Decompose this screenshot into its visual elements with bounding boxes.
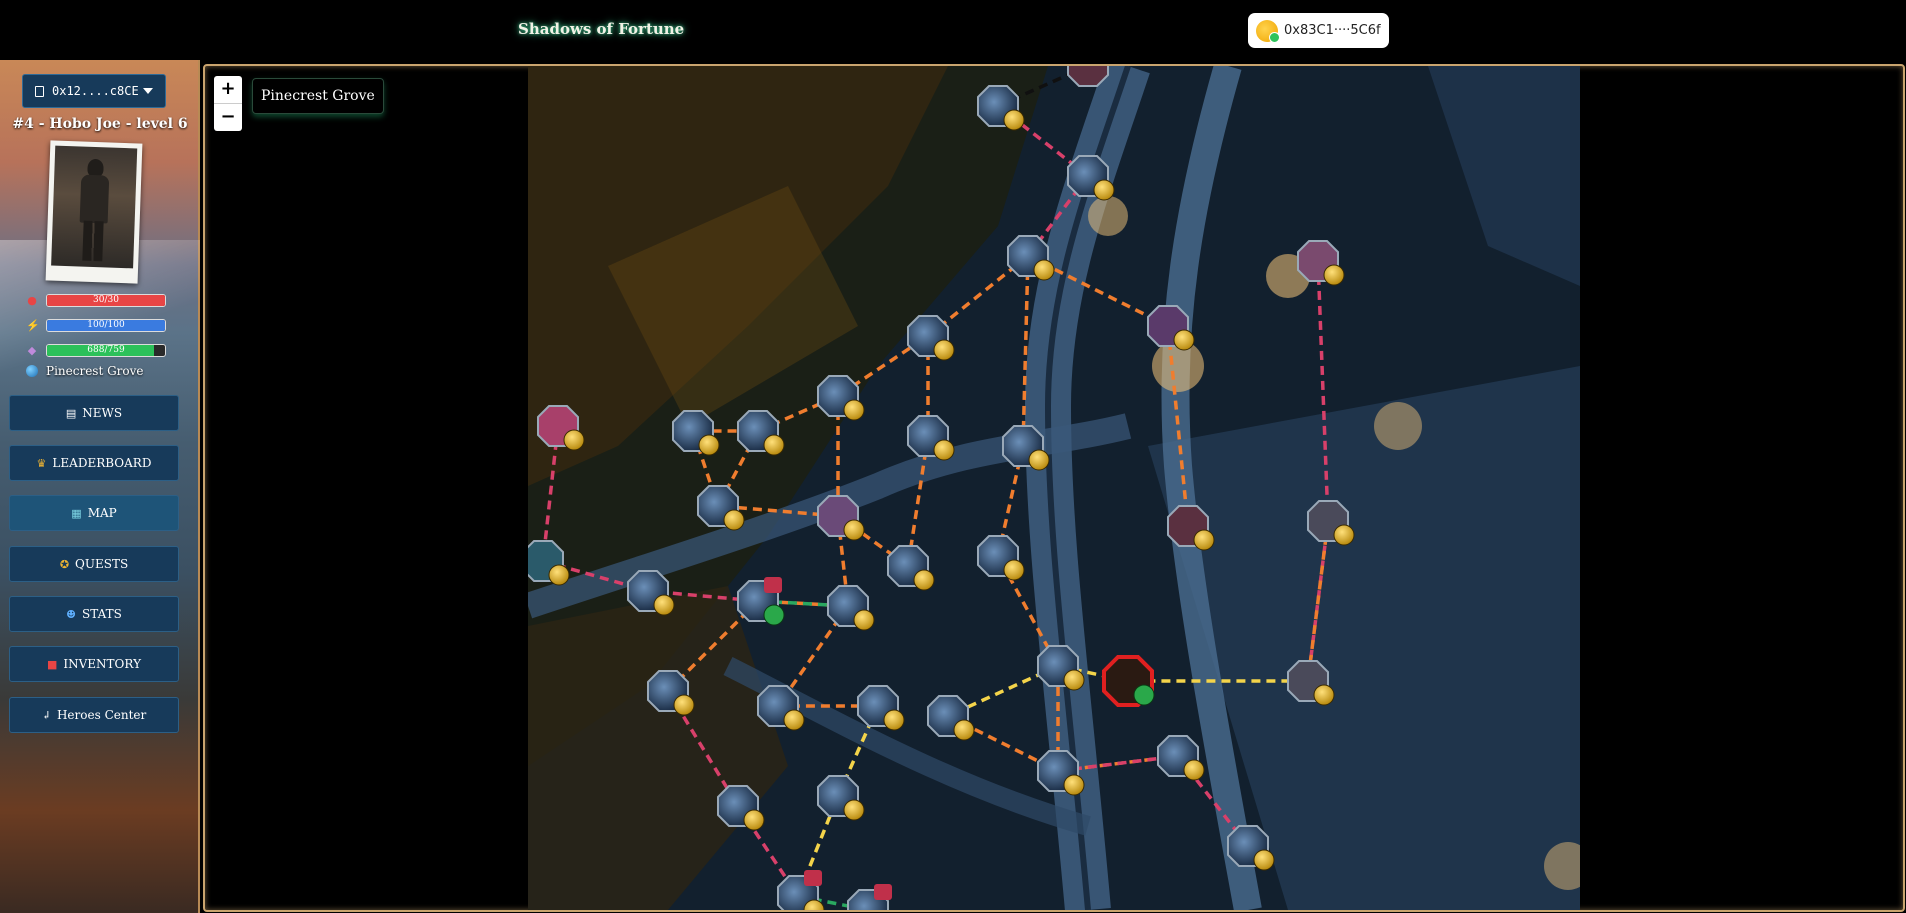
current-location-marker xyxy=(1102,655,1155,707)
zoom-out-button[interactable]: − xyxy=(214,103,242,131)
wallet-coin-icon xyxy=(1256,19,1280,43)
nav-heroes-center-button[interactable]: ↲ Heroes Center xyxy=(9,697,179,733)
newspaper-icon: ▤ xyxy=(65,406,77,420)
backpack-icon: ■ xyxy=(46,657,58,671)
medal-icon: ✪ xyxy=(59,557,70,571)
zoom-control: + − xyxy=(214,76,242,131)
nav-stats-button[interactable]: ☻ STATS xyxy=(9,596,179,632)
map-art xyxy=(528,66,1580,910)
blood-drop-icon: ● xyxy=(27,293,37,307)
nav-news-label: NEWS xyxy=(82,406,123,420)
nav-quests-button[interactable]: ✪ QUESTS xyxy=(9,546,179,582)
account-dropdown[interactable]: 0x12....c8CE xyxy=(22,74,166,108)
map-icon: ▦ xyxy=(71,506,82,520)
chevron-down-icon xyxy=(143,88,153,94)
health-text: 30/30 xyxy=(93,294,119,305)
xp-icon: ◆ xyxy=(27,343,37,357)
energy-row: ⚡ 100/100 xyxy=(26,318,166,332)
nav-map-button[interactable]: ▦ MAP xyxy=(9,495,179,531)
top-bar: Shadows of Fortune 0x83C1····5C6f xyxy=(0,0,1906,60)
hero-portrait[interactable] xyxy=(45,140,143,284)
account-address: 0x12....c8CE xyxy=(52,84,139,98)
map-nodes xyxy=(528,66,1355,910)
person-icon: ☻ xyxy=(66,607,77,621)
globe-icon xyxy=(26,365,38,377)
nav-news-button[interactable]: ▤ NEWS xyxy=(9,395,179,431)
return-arrow-icon: ↲ xyxy=(41,708,51,722)
copy-icon[interactable] xyxy=(35,85,44,97)
nav-map-label: MAP xyxy=(87,506,117,520)
location-name: Pinecrest Grove xyxy=(46,364,144,378)
nav-leaderboard-button[interactable]: ♛ LEADERBOARD xyxy=(9,445,179,481)
health-row: ● 30/30 xyxy=(26,293,166,307)
energy-bar: 100/100 xyxy=(46,318,166,332)
hero-title: #4 - Hobo Joe - level 6 xyxy=(12,116,188,132)
experience-text: 688/759 xyxy=(87,344,125,355)
hero-image xyxy=(51,145,138,269)
location: Pinecrest Grove xyxy=(26,364,144,378)
map-area-label: Pinecrest Grove xyxy=(252,78,384,114)
map-canvas[interactable] xyxy=(528,66,1580,910)
nav-inventory-button[interactable]: ■ INVENTORY xyxy=(9,646,179,682)
sidebar: 0x12....c8CE #4 - Hobo Joe - level 6 ● 3… xyxy=(0,60,200,913)
zoom-in-button[interactable]: + xyxy=(220,78,236,99)
nav-leaderboard-label: LEADERBOARD xyxy=(52,456,152,470)
energy-text: 100/100 xyxy=(87,319,125,330)
wallet-button[interactable]: 0x83C1····5C6f xyxy=(1248,13,1389,48)
experience-row: ◆ 688/759 xyxy=(26,343,166,357)
lightning-icon: ⚡ xyxy=(26,318,40,332)
health-bar: 30/30 xyxy=(46,293,166,307)
experience-bar: 688/759 xyxy=(46,343,166,357)
nav-heroes-center-label: Heroes Center xyxy=(56,708,147,722)
nav-stats-label: STATS xyxy=(82,607,122,621)
nav-quests-label: QUESTS xyxy=(75,557,129,571)
wallet-address: 0x83C1····5C6f xyxy=(1284,23,1381,38)
trophy-icon: ♛ xyxy=(36,456,47,470)
nav-inventory-label: INVENTORY xyxy=(63,657,141,671)
game-title: Shadows of Fortune xyxy=(518,20,685,38)
